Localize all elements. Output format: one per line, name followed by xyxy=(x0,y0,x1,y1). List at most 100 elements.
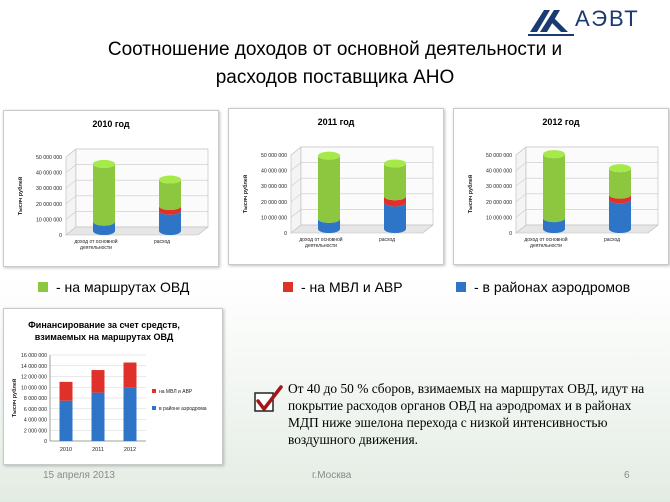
gridline-side xyxy=(65,179,77,189)
bar-segment xyxy=(91,370,105,393)
legend-swatch-aerodromes xyxy=(456,282,466,292)
y-tick-label: 50 000 000 xyxy=(36,155,62,161)
chart-title: 2012 год xyxy=(542,117,580,127)
gridline-side xyxy=(290,224,302,234)
page-title: Соотношение доходов от основной деятельн… xyxy=(40,36,630,92)
chart-financing: Финансирование за счет средств, взимаемых… xyxy=(3,308,223,465)
y-tick-label: 8 000 000 xyxy=(24,396,47,402)
y-tick-label: 30 000 000 xyxy=(36,186,62,192)
gridline-side xyxy=(290,209,302,218)
footer-city: г.Москва xyxy=(312,470,352,481)
y-tick-label: 14 000 000 xyxy=(21,364,47,370)
y-tick-label: 0 xyxy=(284,231,287,237)
logo-text: АЭВТ xyxy=(575,6,640,31)
legend-swatch xyxy=(152,406,156,410)
bar-segment xyxy=(318,218,340,233)
chart-title: 2010 год xyxy=(92,119,130,129)
chart-title: Финансирование за счет средств, xyxy=(28,320,180,330)
chart-side-wall xyxy=(290,146,302,234)
y-tick-label: 20 000 000 xyxy=(36,202,62,208)
y-tick-label: 40 000 000 xyxy=(261,169,287,175)
legend-swatch-routes xyxy=(38,282,48,292)
note-text: От 40 до 50 % сборов, взимаемых на маршр… xyxy=(288,381,645,447)
y-tick-label: 10 000 000 xyxy=(36,217,62,223)
chart-floor xyxy=(290,224,434,234)
legend: - на маршрутах ОВД - на МВЛ и АВР - в ра… xyxy=(0,276,670,298)
gridline-side xyxy=(515,224,527,234)
x-tick-label: деятельности xyxy=(530,243,562,249)
y-tick-label: 40 000 000 xyxy=(36,171,62,177)
bar-segment xyxy=(91,392,105,441)
legend-label: в районе аэродрома xyxy=(159,405,207,412)
bar-top xyxy=(543,150,565,159)
chart-2011-svg: 0 10 000 000 20 000 000 30 000 000 40 000 00… xyxy=(242,117,434,249)
gridline-side xyxy=(515,209,527,218)
y-axis-label: Тысяч рублей xyxy=(17,177,24,215)
legend-label-mvl: - на МВЛ и АВР xyxy=(301,279,403,295)
gridline-side xyxy=(290,162,302,171)
chart-side-wall xyxy=(515,146,527,234)
x-tick-label: 2012 xyxy=(124,447,136,453)
footer-date: 15 апреля 2013 xyxy=(43,470,115,481)
y-tick-label: 30 000 000 xyxy=(486,184,512,190)
bar-segment xyxy=(59,381,73,401)
chart-title: 2011 год xyxy=(318,117,355,127)
gridline-side xyxy=(515,193,527,203)
y-tick-label: 0 xyxy=(44,439,47,445)
bar-segment xyxy=(159,206,181,215)
legend-item-aerodromes: - в районах аэродромов xyxy=(456,276,630,298)
x-tick-label: деятельности xyxy=(80,245,112,251)
y-tick-label: 16 000 000 xyxy=(21,353,47,359)
gridline-side xyxy=(65,195,77,205)
y-axis-label: Тысяч рублей xyxy=(467,175,474,213)
bar-segment xyxy=(609,199,631,233)
bar-segment xyxy=(123,387,137,441)
chart-financing-svg: Финансирование за счет средств, взимаемых… xyxy=(11,320,207,453)
legend-item-routes: - на маршрутах ОВД xyxy=(38,276,189,298)
bar-top xyxy=(384,159,406,168)
bar-segment xyxy=(543,154,565,223)
legend-swatch xyxy=(152,389,156,393)
y-tick-label: 12 000 000 xyxy=(21,375,47,381)
bar-segment xyxy=(123,362,137,388)
gridline-side xyxy=(65,211,77,220)
bar-segment xyxy=(384,202,406,233)
bar-segment xyxy=(609,168,631,199)
legend-label: на МВЛ и АВР xyxy=(159,389,193,395)
x-tick-label: 2010 xyxy=(60,447,72,453)
bar-segment xyxy=(318,155,340,223)
bar-segment xyxy=(159,179,181,211)
y-axis-label: Тысяч рублей xyxy=(242,175,249,213)
title-line-1: Соотношение доходов от основной деятельн… xyxy=(107,39,563,60)
legend-swatch-mvl xyxy=(283,282,293,292)
gridline-side xyxy=(515,162,527,171)
y-tick-label: 10 000 000 xyxy=(21,385,47,391)
x-tick-label: расход xyxy=(154,239,170,245)
chart-side-wall xyxy=(65,148,77,236)
bar-segment xyxy=(609,194,631,204)
chart-title: взимаемых на маршрутах ОВД xyxy=(35,332,174,342)
bar-segment xyxy=(159,210,181,235)
y-tick-label: 0 xyxy=(509,231,512,237)
x-tick-label: деятельности xyxy=(305,243,337,249)
bar-segment xyxy=(384,163,406,201)
x-tick-label: доход от основной xyxy=(74,238,117,245)
chart-2010-svg: 0 10 000 000 20 000 000 30 000 000 40 000 00… xyxy=(17,119,209,251)
footer-page: 6 xyxy=(624,470,630,481)
bar-segment xyxy=(93,221,115,235)
bar-segment xyxy=(59,400,73,441)
y-tick-label: 10 000 000 xyxy=(261,215,287,221)
chart-2010: 0 10 000 000 20 000 000 30 000 000 40 000 00… xyxy=(3,110,219,267)
bar-top xyxy=(93,159,115,168)
y-tick-label: 0 xyxy=(59,233,62,239)
chart-2012-svg: 0 10 000 000 20 000 000 30 000 000 40 000 00… xyxy=(467,117,659,249)
x-tick-label: доход от основной xyxy=(524,236,567,243)
y-axis-label: Тысяч рублей xyxy=(11,379,18,417)
y-tick-label: 50 000 000 xyxy=(261,153,287,159)
chart-2011: 0 10 000 000 20 000 000 30 000 000 40 000 00… xyxy=(228,108,444,265)
title-line-2: расходов поставщика АНО xyxy=(215,67,455,88)
y-tick-label: 50 000 000 xyxy=(486,153,512,159)
bar-segment xyxy=(543,218,565,233)
bar-top xyxy=(159,175,181,184)
